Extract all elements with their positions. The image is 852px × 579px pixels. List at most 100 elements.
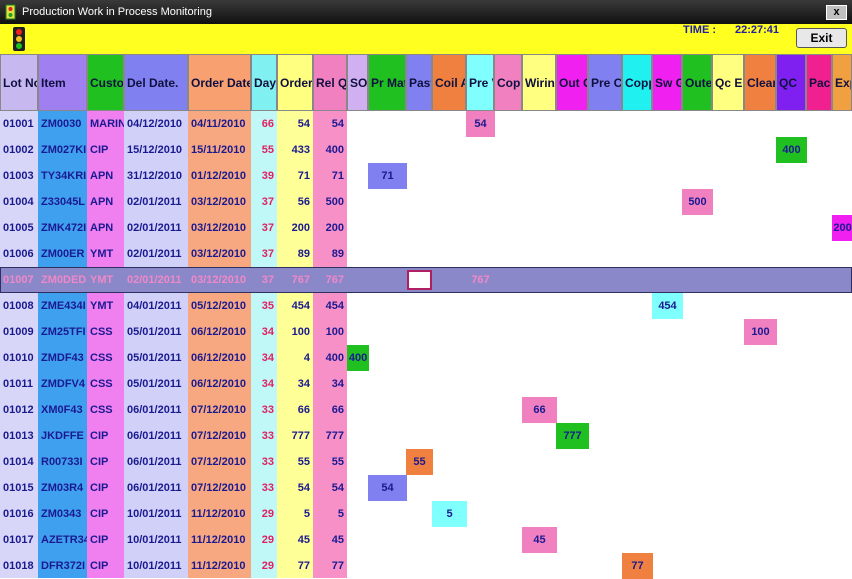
row-cell[interactable]: 37	[261, 248, 274, 260]
row-cell[interactable]: 05/01/2011	[127, 378, 182, 390]
stage-cell[interactable]: 767	[471, 274, 490, 286]
column-header[interactable]: Custon	[87, 54, 124, 111]
row-cell[interactable]: 05/12/2010	[191, 300, 247, 312]
row-cell[interactable]: 33	[261, 482, 274, 494]
row-cell[interactable]: 55	[297, 456, 310, 468]
row-cell[interactable]: YMT	[90, 300, 114, 312]
row-cell[interactable]: 06/12/2010	[191, 352, 247, 364]
row-cell[interactable]: 66	[331, 404, 344, 416]
row-cell[interactable]: 01014	[3, 456, 34, 468]
stage-cell[interactable]: 54	[368, 475, 407, 501]
row-cell[interactable]: 31/12/2010	[127, 170, 183, 182]
column-header[interactable]: Cleani	[744, 54, 776, 111]
row-cell[interactable]: 37	[261, 274, 274, 286]
row-cell[interactable]: 06/01/2011	[127, 430, 182, 442]
row-cell[interactable]: 454	[325, 300, 344, 312]
row-cell[interactable]: 33	[261, 456, 274, 468]
row-cell[interactable]: 71	[297, 170, 310, 182]
row-cell[interactable]: AZETR34	[41, 534, 87, 546]
row-cell[interactable]: 01012	[3, 404, 34, 416]
row-cell[interactable]: 55	[331, 456, 344, 468]
column-header[interactable]: Item	[38, 54, 87, 111]
column-header[interactable]: Outer	[682, 54, 712, 111]
column-header[interactable]: Coppe	[622, 54, 652, 111]
row-cell[interactable]: 01007	[3, 274, 34, 286]
stage-cell[interactable]: 5	[432, 501, 467, 527]
row-cell[interactable]: 01009	[3, 326, 34, 338]
row-cell[interactable]: 07/12/2010	[191, 482, 247, 494]
row-cell[interactable]: 100	[291, 326, 310, 338]
row-cell[interactable]: 01008	[3, 300, 34, 312]
row-cell[interactable]: 01018	[3, 560, 34, 572]
row-cell[interactable]: DFR372I	[41, 560, 86, 572]
row-cell[interactable]: ZM0030	[41, 118, 82, 130]
column-header[interactable]: Sw G	[652, 54, 682, 111]
row-cell[interactable]: R00733I	[41, 456, 83, 468]
stage-cell[interactable]: 400	[776, 137, 807, 163]
row-cell[interactable]: 33	[261, 404, 274, 416]
column-header[interactable]: Exp	[832, 54, 852, 111]
row-cell[interactable]: 07/12/2010	[191, 404, 247, 416]
row-cell[interactable]: ZM00ER	[41, 248, 85, 260]
row-cell[interactable]: YMT	[90, 274, 114, 286]
row-cell[interactable]: 454	[291, 300, 310, 312]
row-cell[interactable]: CIP	[90, 144, 109, 156]
row-cell[interactable]: CIP	[90, 534, 109, 546]
row-cell[interactable]: ZM0343	[41, 508, 82, 520]
row-cell[interactable]: 15/11/2010	[191, 144, 246, 156]
row-cell[interactable]: CSS	[90, 352, 113, 364]
row-cell[interactable]: 10/01/2011	[127, 560, 182, 572]
column-header[interactable]: Wiring	[522, 54, 556, 111]
row-cell[interactable]: 01006	[3, 248, 34, 260]
row-cell[interactable]: 01010	[3, 352, 34, 364]
row-cell[interactable]: CIP	[90, 508, 109, 520]
row-cell[interactable]: 03/12/2010	[191, 222, 247, 234]
row-cell[interactable]: 66	[261, 118, 274, 130]
row-cell[interactable]: 29	[261, 508, 274, 520]
row-cell[interactable]: 11/12/2010	[191, 534, 246, 546]
stage-cell[interactable]: 54	[466, 111, 495, 137]
column-header[interactable]: Qc Ele	[712, 54, 744, 111]
row-cell[interactable]: CSS	[90, 378, 113, 390]
row-cell[interactable]: 400	[325, 144, 344, 156]
row-cell[interactable]: 07/12/2010	[191, 456, 247, 468]
stage-cell[interactable]: 55	[406, 449, 433, 475]
column-header[interactable]: Coil A	[432, 54, 466, 111]
row-cell[interactable]: 35	[261, 300, 274, 312]
row-cell[interactable]: 200	[291, 222, 310, 234]
row-cell[interactable]: 29	[261, 560, 274, 572]
row-cell[interactable]: 03/12/2010	[191, 274, 247, 286]
column-header[interactable]: Pack	[806, 54, 832, 111]
row-cell[interactable]: 100	[325, 326, 344, 338]
row-cell[interactable]: CIP	[90, 456, 109, 468]
row-cell[interactable]: 01013	[3, 430, 34, 442]
row-cell[interactable]: 433	[291, 144, 310, 156]
row-cell[interactable]: 71	[331, 170, 344, 182]
row-cell[interactable]: APN	[90, 222, 114, 234]
row-cell[interactable]: 200	[325, 222, 344, 234]
row-cell[interactable]: CSS	[90, 326, 113, 338]
row-cell[interactable]: 04/01/2011	[127, 300, 182, 312]
row-cell[interactable]: ZMDF43	[41, 352, 84, 364]
stage-cell[interactable]: 200	[832, 215, 852, 241]
row-cell[interactable]: 37	[261, 196, 274, 208]
row-cell[interactable]: 02/01/2011	[127, 196, 182, 208]
row-cell[interactable]: 77	[331, 560, 344, 572]
column-header[interactable]: Order Date.	[188, 54, 251, 111]
row-cell[interactable]: 01015	[3, 482, 34, 494]
row-cell[interactable]: 01017	[3, 534, 34, 546]
stage-cell[interactable]: 77	[622, 553, 653, 579]
row-cell[interactable]: 29	[261, 534, 274, 546]
stage-cell[interactable]: 777	[556, 423, 589, 449]
row-cell[interactable]: ZM027KI	[41, 144, 87, 156]
row-cell[interactable]: 37	[261, 222, 274, 234]
row-cell[interactable]: 34	[261, 378, 274, 390]
row-cell[interactable]: 45	[297, 534, 310, 546]
column-header[interactable]: Past	[406, 54, 432, 111]
row-cell[interactable]: 77	[297, 560, 310, 572]
row-cell[interactable]: 07/12/2010	[191, 430, 247, 442]
row-cell[interactable]: ZM0DED	[41, 274, 87, 286]
row-cell[interactable]: 89	[331, 248, 344, 260]
row-cell[interactable]: ZMK472I	[41, 222, 87, 234]
row-cell[interactable]: 54	[297, 118, 310, 130]
